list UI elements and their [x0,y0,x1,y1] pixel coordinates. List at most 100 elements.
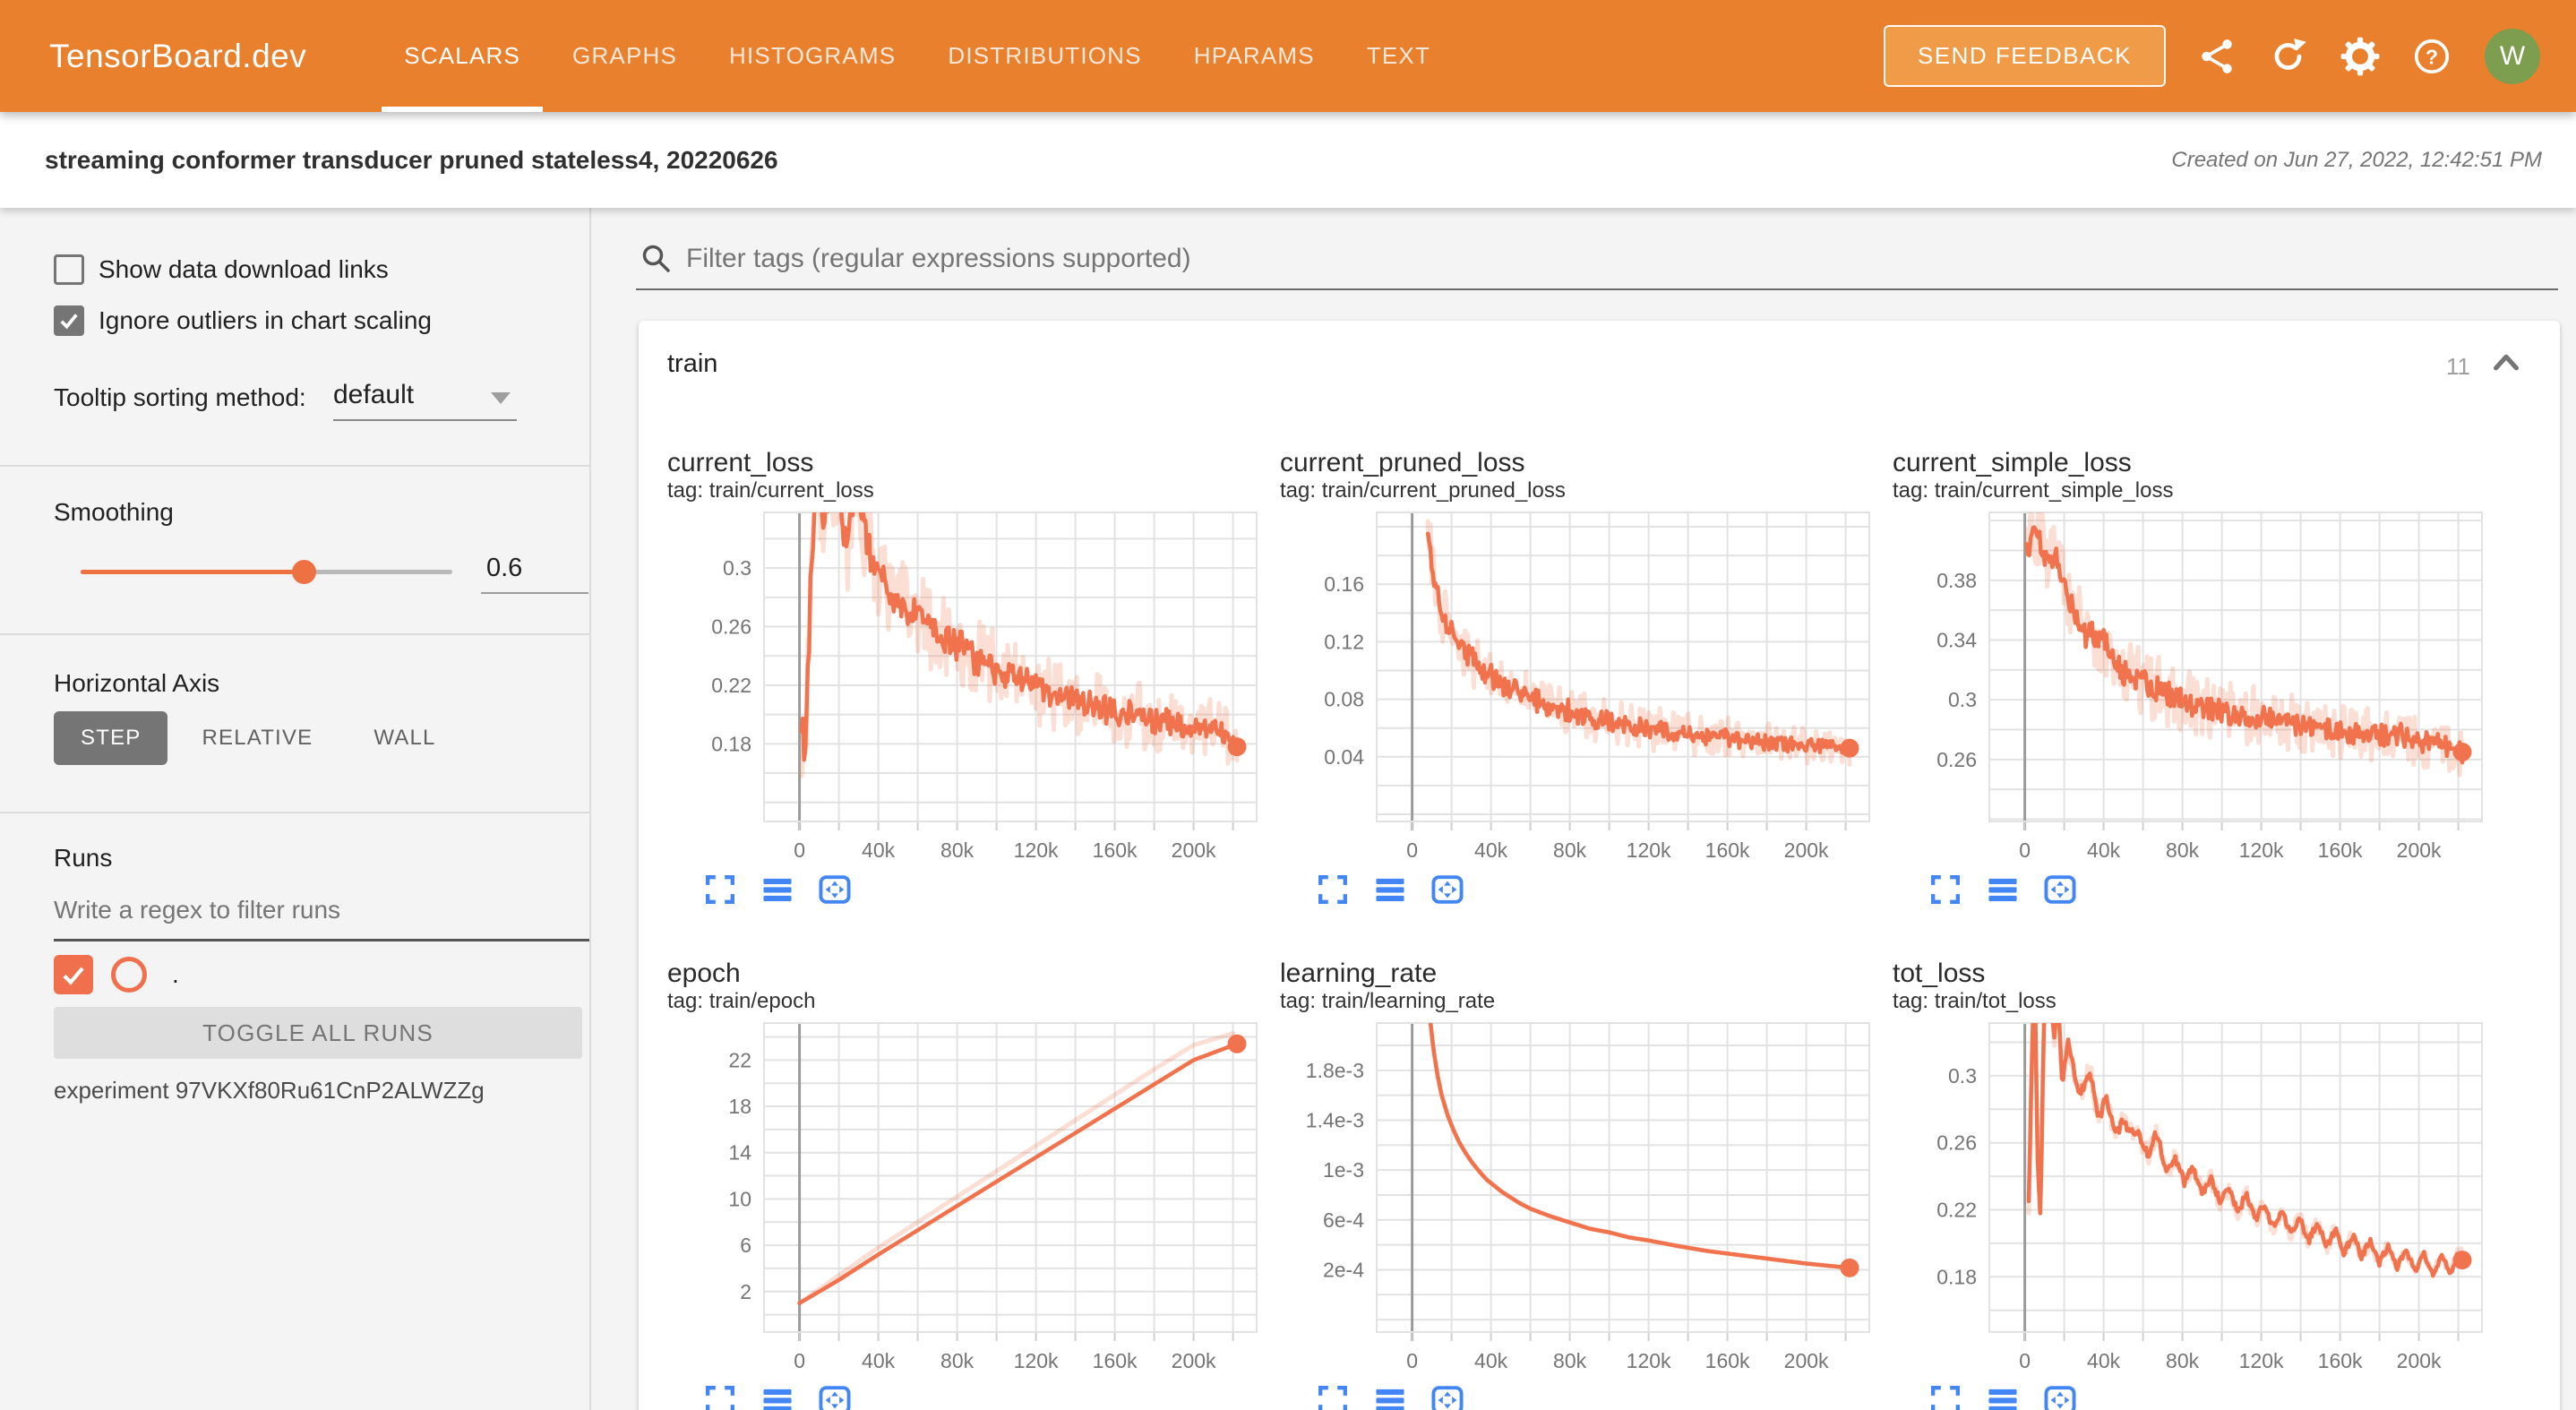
tab-graphs[interactable]: GRAPHS [572,42,678,69]
fit-domain-icon[interactable] [2043,1383,2077,1410]
svg-text:200k: 200k [1784,1349,1829,1372]
run-color-swatch[interactable] [111,957,147,993]
toggle-runs-icon[interactable] [1986,873,2020,907]
fit-domain-icon[interactable] [818,1383,852,1410]
train-section-card: train 11 current_loss tag: train/current… [639,321,2560,1410]
tab-scalars[interactable]: SCALARS [378,0,546,112]
svg-text:160k: 160k [2318,838,2363,862]
tab-distributions[interactable]: DISTRIBUTIONS [948,42,1142,69]
checkbox-label: Ignore outliers in chart scaling [99,306,432,334]
chart-plot[interactable]: 0.04 0.08 0.12 0.16 0 40k 80k 120k 160k 200k [1280,511,1871,869]
svg-text:80k: 80k [1553,1349,1587,1372]
axis-step-button[interactable]: STEP [54,711,168,765]
fullscreen-icon[interactable] [1316,873,1350,907]
chart-plot[interactable]: 0.18 0.22 0.26 0.3 0 40k 80k 120k 160k 200k [667,511,1258,869]
axis-options: STEP RELATIVE WALL [54,711,643,765]
tooltip-sort-label: Tooltip sorting method: [54,383,306,411]
svg-text:160k: 160k [1705,1349,1750,1372]
tooltip-sort-row: Tooltip sorting method: default [0,380,589,421]
chart-tag: tag: train/epoch [667,989,816,1013]
axis-relative-button[interactable]: RELATIVE [202,726,313,750]
fullscreen-icon[interactable] [1928,873,1962,907]
svg-text:80k: 80k [2166,838,2200,862]
svg-text:0.38: 0.38 [1936,569,1977,592]
settings-gear-icon[interactable] [2340,36,2381,77]
svg-text:80k: 80k [940,1349,975,1372]
check-icon [63,967,84,985]
filter-tags-input[interactable] [636,244,2558,290]
toggle-runs-icon[interactable] [1373,873,1407,907]
fit-domain-icon[interactable] [1430,873,1464,907]
svg-text:40k: 40k [2087,838,2121,862]
fullscreen-icon[interactable] [703,1383,737,1410]
chart-block: epoch tag: train/epoch 2 6 10 14 18 22 0 40k 80k… [667,959,1258,1410]
tab-text[interactable]: TEXT [1366,42,1431,69]
tab-hparams[interactable]: HPARAMS [1193,42,1315,69]
chart-block: current_simple_loss tag: train/current_s… [1893,448,2484,907]
show-download-links-checkbox[interactable] [54,254,84,285]
divider [0,465,589,467]
svg-text:200k: 200k [2397,838,2442,862]
tooltip-sort-select[interactable]: default [333,380,517,421]
runs-regex-input[interactable] [54,896,589,941]
svg-text:0.26: 0.26 [1936,748,1977,771]
chart-toolbar [1316,873,1871,907]
run-checkbox[interactable] [54,955,93,994]
svg-text:120k: 120k [1627,1349,1671,1372]
chart-title: tot_loss [1893,959,1986,988]
run-name: . [172,960,179,988]
toggle-runs-icon[interactable] [1373,1383,1407,1410]
axis-header: Horizontal Axis [0,669,589,698]
smoothing-slider[interactable] [81,560,452,584]
help-icon[interactable]: ? [2411,36,2452,77]
svg-text:120k: 120k [1627,838,1671,862]
fit-domain-icon[interactable] [2043,873,2077,907]
toggle-runs-icon[interactable] [1986,1383,2020,1410]
toggle-runs-icon[interactable] [760,873,794,907]
svg-text:80k: 80k [940,838,975,862]
fit-domain-icon[interactable] [818,873,852,907]
svg-text:200k: 200k [2397,1349,2442,1372]
svg-text:0.22: 0.22 [1936,1198,1977,1221]
fullscreen-icon[interactable] [1316,1383,1350,1410]
chart-title: current_pruned_loss [1280,448,1525,477]
tab-histograms[interactable]: HISTOGRAMS [729,42,897,69]
train-section-header[interactable]: train 11 [639,321,2560,410]
svg-text:160k: 160k [1705,838,1750,862]
smoothing-slider-thumb[interactable] [292,560,316,584]
svg-text:200k: 200k [1784,838,1829,862]
svg-text:40k: 40k [1474,838,1508,862]
experiment-titlebar: streaming conformer transducer pruned st… [0,112,2576,208]
fullscreen-icon[interactable] [1928,1383,1962,1410]
ignore-outliers-checkbox[interactable] [54,305,84,336]
chart-toolbar [1316,1383,1871,1410]
toggle-all-runs-button[interactable]: TOGGLE ALL RUNS [54,1007,582,1059]
chart-plot[interactable]: 2e-4 6e-4 1e-3 1.4e-3 1.8e-3 0 40k 80k 120k 160k 2… [1280,1021,1871,1380]
svg-text:14: 14 [728,1141,751,1165]
svg-text:160k: 160k [2318,1349,2363,1372]
experiment-row: experiment 97VKXf80Ru61CnP2ALWZZg [0,1077,589,1105]
svg-text:120k: 120k [2239,838,2284,862]
user-avatar[interactable]: W [2485,28,2540,84]
svg-text:0.12: 0.12 [1324,630,1364,653]
svg-text:0: 0 [2019,1349,2031,1372]
svg-text:18: 18 [728,1095,751,1118]
divider [0,633,589,635]
chart-plot[interactable]: 0.26 0.3 0.34 0.38 0 40k 80k 120k 160k 200k [1893,511,2484,869]
chevron-up-icon[interactable] [2492,351,2520,373]
axis-wall-button[interactable]: WALL [374,726,436,750]
smoothing-value-field[interactable]: 0.6 [481,554,588,594]
chart-block: learning_rate tag: train/learning_rate 2… [1280,959,1871,1410]
fit-domain-icon[interactable] [1430,1383,1464,1410]
runs-label: Runs [54,844,113,872]
refresh-icon[interactable] [2268,36,2309,77]
svg-text:40k: 40k [862,1349,896,1372]
chart-plot[interactable]: 2 6 10 14 18 22 0 40k 80k 120k 160k 200k [667,1021,1258,1380]
svg-text:80k: 80k [1553,838,1587,862]
fullscreen-icon[interactable] [703,873,737,907]
section-name: train [667,349,718,378]
send-feedback-button[interactable]: SEND FEEDBACK [1883,25,2166,87]
toggle-runs-icon[interactable] [760,1383,794,1410]
chart-plot[interactable]: 0.18 0.22 0.26 0.3 0 40k 80k 120k 160k 200k [1893,1021,2484,1380]
share-icon[interactable] [2196,36,2237,77]
